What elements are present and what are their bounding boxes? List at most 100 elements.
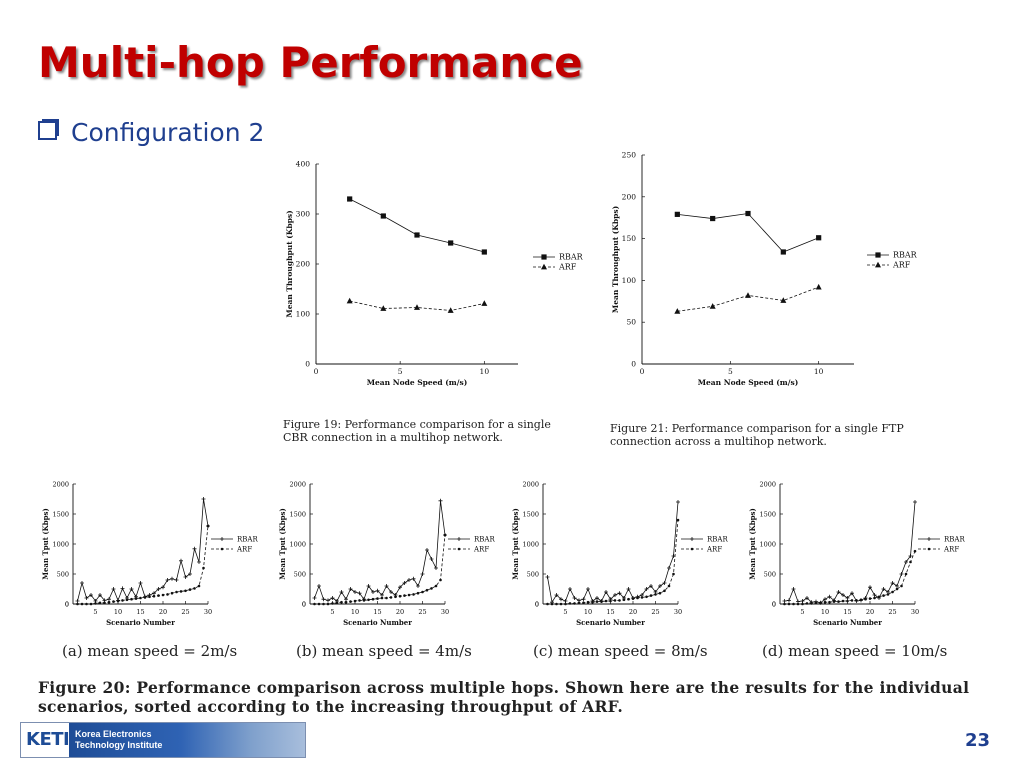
data-point (631, 597, 635, 600)
legend-marker (875, 261, 881, 268)
data-point (197, 584, 201, 588)
x-tick-label: 5 (563, 608, 567, 616)
legend-marker (541, 263, 547, 270)
data-point (89, 602, 93, 606)
x-tick-label: 25 (181, 608, 189, 616)
data-point (787, 598, 791, 603)
data-point (331, 602, 334, 605)
legend-marker (875, 252, 881, 258)
data-point (335, 601, 339, 605)
x-axis-label: Scenario Number (576, 618, 645, 627)
data-point (376, 597, 379, 600)
logo-name: Korea Electronics Technology Institute (75, 729, 162, 751)
data-point (411, 576, 416, 581)
data-point (780, 297, 787, 303)
x-tick-label: 25 (651, 608, 659, 616)
x-tick-label: 15 (606, 608, 614, 616)
data-point (161, 593, 165, 597)
y-tick-label: 100 (622, 276, 637, 285)
legend-marker (220, 537, 224, 541)
data-point (550, 602, 554, 606)
data-point (545, 575, 550, 579)
series-rbar (75, 497, 210, 603)
y-tick-label: 0 (305, 360, 310, 369)
data-point (658, 591, 662, 595)
data-point (192, 546, 197, 551)
data-point (609, 599, 612, 603)
data-point (317, 584, 321, 588)
legend-label: ARF (892, 261, 911, 270)
chart-fig19: 0 100 200 300 400 0 5 10 Mean Node Speed (m/s) Me… (285, 160, 584, 388)
y-axis-label: Mean Tput (Kbps) (748, 508, 757, 580)
x-tick-label: 20 (159, 608, 167, 616)
data-point (904, 572, 908, 576)
y-tick-label: 0 (772, 601, 776, 609)
data-point (348, 587, 353, 591)
data-point (371, 590, 375, 594)
data-point (349, 600, 352, 603)
data-point (908, 554, 913, 558)
subcaption-a: (a) mean speed = 2m/s (62, 642, 238, 660)
data-point (667, 566, 671, 570)
series-line (677, 213, 819, 253)
y-tick-label: 500 (764, 571, 776, 579)
data-point (375, 588, 380, 593)
data-point (873, 596, 876, 600)
data-point (850, 591, 854, 596)
data-point (321, 597, 326, 602)
legend-label: RBAR (893, 251, 918, 260)
legend-label: ARF (236, 546, 252, 554)
x-axis-label: Scenario Number (106, 618, 175, 627)
data-point (654, 593, 657, 596)
data-point (170, 591, 174, 595)
data-point (188, 588, 192, 591)
data-point (80, 602, 84, 606)
y-tick-label: 100 (296, 310, 311, 319)
data-point (138, 581, 143, 585)
series-arf (346, 297, 488, 313)
series-arf (76, 524, 210, 606)
data-point (582, 601, 585, 605)
series-line (547, 501, 679, 604)
y-tick-label: 200 (296, 260, 311, 269)
data-point (166, 593, 169, 596)
data-point (841, 599, 845, 603)
x-tick-label: 10 (584, 608, 592, 616)
x-tick-label: 0 (314, 367, 319, 376)
data-point (640, 596, 644, 599)
data-point (855, 599, 858, 602)
data-point (663, 589, 666, 593)
data-point (572, 596, 577, 600)
series-line (677, 286, 819, 312)
y-tick-label: 2000 (522, 481, 539, 489)
data-point (792, 602, 795, 606)
data-point (649, 594, 653, 597)
data-point (98, 593, 102, 597)
bullet-item: Configuration 2 (38, 118, 264, 147)
series-line (314, 534, 446, 605)
data-point (481, 300, 488, 306)
legend-label: RBAR (237, 536, 258, 544)
data-point (98, 601, 102, 605)
data-point (591, 600, 594, 604)
y-tick-label: 1000 (522, 541, 539, 549)
data-point (121, 599, 124, 602)
data-point (662, 581, 667, 585)
data-point (622, 598, 626, 602)
x-tick-label: 20 (866, 608, 874, 616)
data-point (846, 599, 849, 603)
data-point (872, 593, 877, 597)
legend-marker (457, 537, 461, 541)
x-tick-label: 25 (888, 608, 896, 616)
data-point (791, 587, 796, 591)
caption-fig21: Figure 21: Performance comparison for a … (610, 422, 904, 448)
data-point (909, 560, 912, 564)
data-point (805, 602, 809, 605)
x-tick-label: 10 (114, 608, 122, 616)
data-point (709, 303, 716, 309)
data-point (439, 578, 442, 582)
data-point (425, 588, 429, 592)
series-line (314, 500, 446, 602)
data-point (313, 602, 316, 606)
data-point (371, 597, 375, 601)
